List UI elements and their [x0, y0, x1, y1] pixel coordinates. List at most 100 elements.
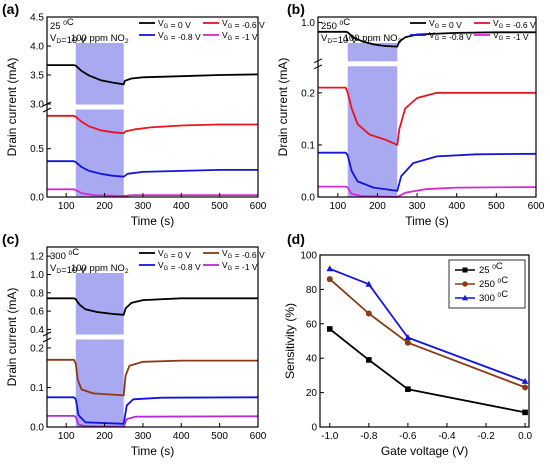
data-point [326, 326, 333, 332]
x-axis-label: Time (s) [131, 444, 175, 458]
y-tick-label: 0.1 [30, 383, 44, 394]
panel-b: 100 200 300 400 500 600 1.0 0.0 0.1 0.2 Time (s) Dr… [276, 1, 545, 228]
x-axis-label: Time (s) [131, 214, 175, 228]
plot-frame [319, 254, 530, 428]
legend-label: VG = 0 V [429, 18, 462, 30]
panel-c: 100 200 300 400 500 600 0.4 0.6 0.8 1.0 1.2 0.0 0.1 0… [2, 231, 267, 458]
axis-break-mark [313, 58, 323, 64]
drain-voltage-label: VD=10 V [50, 33, 87, 46]
series-line-3 [329, 267, 526, 383]
temperature-label: 25 0C [50, 17, 74, 32]
y-tick-label: 0.0 [30, 423, 44, 434]
x-tick-label: 200 [96, 431, 113, 442]
y-axis-label: Drain current (mA) [5, 288, 19, 387]
legend-label: VG = -0.6 V [493, 18, 536, 30]
series-line-3 [318, 151, 537, 192]
x-tick-label: 300 [135, 431, 152, 442]
y-tick-label: 60 [306, 319, 318, 330]
temperature-label: 300 0C [50, 247, 79, 262]
data-point [365, 310, 372, 317]
series-line-2 [329, 278, 526, 389]
data-point [326, 276, 333, 283]
y-tick-label: 1.2 [30, 252, 44, 263]
y-tick-label: 3.5 [30, 71, 44, 82]
x-tick-label: 400 [173, 431, 190, 442]
legend-label: VG = -0.6 V [222, 18, 265, 30]
panel-label: (d) [287, 231, 305, 247]
x-tick-label: 300 [409, 201, 426, 212]
series-line-3 [47, 160, 258, 178]
axis-break-gap [319, 61, 535, 67]
y-tick-label: 4.0 [30, 42, 44, 53]
x-tick-label: 300 [135, 201, 152, 212]
y-tick-label: 0.0 [30, 193, 44, 204]
x-tick-label: 600 [528, 201, 545, 212]
legend-label: 25 0C [479, 261, 503, 276]
exposure-label: 100 ppm NO2 [71, 33, 129, 45]
series-line-1 [47, 64, 259, 86]
legend-label: VG = -0.8 V [429, 30, 472, 42]
data-point [365, 280, 373, 287]
y-axis-label: Drain current (mA) [5, 58, 19, 157]
drain-voltage-label: VD=10 V [321, 33, 358, 46]
exposure-band [75, 273, 124, 427]
y-tick-label: 0.6 [30, 307, 44, 318]
y-tick-label: 0.1 [301, 140, 315, 151]
exposure-label: 100 ppm NO2 [344, 33, 402, 45]
x-tick-label: 200 [369, 201, 386, 212]
axis-break-gap [48, 334, 257, 340]
data-point [366, 357, 372, 363]
plot-frame [46, 16, 259, 198]
x-tick-label: 400 [173, 201, 190, 212]
x-axis-label: Time (s) [405, 214, 449, 228]
panel-a: 100 200 300 400 500 600 3.0 3.5 4.0 4.5 0.0 0.5 Time… [2, 1, 267, 228]
legend-marker [462, 267, 468, 273]
data-point [522, 384, 529, 391]
y-tick-label: 0.2 [301, 88, 315, 99]
exposure-band [75, 43, 124, 197]
y-tick-label: 1.0 [30, 270, 44, 281]
y-tick-label: 20 [306, 388, 318, 399]
legend-label: VG = 0 V [158, 18, 191, 30]
x-tick-label: 500 [211, 431, 228, 442]
legend-label: VG = -1 V [222, 30, 258, 42]
y-tick-label: 100 [300, 251, 317, 262]
panel-label: (a) [2, 1, 19, 17]
data-point [326, 265, 334, 272]
y-tick-label: 3.0 [30, 100, 44, 111]
legend-label: VG = 0 V [158, 248, 191, 260]
exposure-label: 100 ppm NO2 [71, 263, 129, 275]
data-point [405, 386, 411, 392]
x-tick-label: 100 [58, 201, 75, 212]
series-line-1 [47, 297, 258, 316]
temperature-label: 250 0C [321, 17, 350, 32]
data-point [404, 334, 412, 341]
x-tick-label: -0.8 [360, 431, 378, 442]
x-axis-label: Gate voltage (V) [381, 444, 468, 458]
legend-marker [462, 294, 468, 301]
y-axis-label: Sensitivity (%) [283, 303, 297, 379]
y-tick-label: 0.4 [30, 325, 44, 336]
y-tick-label: 40 [306, 354, 318, 365]
x-tick-label: 600 [250, 201, 267, 212]
x-tick-label: 200 [96, 201, 113, 212]
series-line-2 [47, 358, 258, 397]
series-line-1 [329, 328, 526, 414]
axis-break-mark [313, 64, 323, 70]
x-tick-label: 100 [58, 431, 75, 442]
legend-label: VG = -1 V [493, 30, 529, 42]
y-tick-label: 0.0 [301, 193, 315, 204]
y-tick-label: 0.2 [30, 343, 44, 354]
x-tick-label: 100 [329, 201, 346, 212]
x-tick-label: -0.4 [438, 431, 456, 442]
y-tick-label: 80 [306, 285, 318, 296]
y-axis-label: Drain current (mA) [276, 58, 290, 157]
series-line-2 [318, 86, 536, 146]
x-tick-label: -0.6 [399, 431, 417, 442]
panel-label: (c) [2, 231, 19, 247]
x-tick-label: 500 [488, 201, 505, 212]
x-tick-label: -1.0 [321, 431, 339, 442]
drain-voltage-label: VD=10 V [50, 263, 87, 276]
y-tick-label: 0.5 [30, 144, 44, 155]
